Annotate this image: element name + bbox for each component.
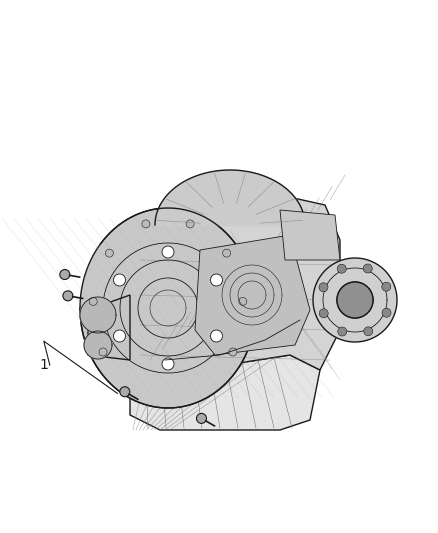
Circle shape (162, 358, 174, 370)
Circle shape (186, 220, 194, 228)
Circle shape (337, 264, 346, 273)
Circle shape (120, 387, 130, 397)
Circle shape (197, 414, 206, 423)
Circle shape (223, 249, 231, 257)
Circle shape (211, 330, 223, 342)
Text: 1: 1 (39, 358, 48, 372)
Polygon shape (80, 297, 116, 333)
Circle shape (113, 330, 126, 342)
Polygon shape (313, 258, 397, 342)
Circle shape (364, 327, 373, 336)
Polygon shape (280, 210, 340, 260)
Polygon shape (88, 295, 130, 360)
Polygon shape (80, 208, 256, 408)
Circle shape (142, 220, 150, 228)
Circle shape (229, 348, 237, 356)
Circle shape (211, 274, 223, 286)
Polygon shape (84, 331, 112, 359)
Circle shape (106, 249, 113, 257)
Circle shape (63, 291, 73, 301)
Circle shape (319, 309, 328, 318)
Polygon shape (337, 282, 373, 318)
Circle shape (99, 348, 107, 356)
Circle shape (89, 297, 97, 305)
Circle shape (113, 274, 126, 286)
Polygon shape (130, 355, 320, 430)
Circle shape (338, 327, 347, 336)
Circle shape (382, 282, 391, 291)
Circle shape (239, 297, 247, 305)
Circle shape (363, 264, 372, 273)
Circle shape (162, 246, 174, 258)
Circle shape (60, 270, 70, 279)
Circle shape (382, 308, 391, 317)
Polygon shape (195, 235, 310, 355)
Polygon shape (130, 195, 340, 380)
Circle shape (319, 283, 328, 292)
